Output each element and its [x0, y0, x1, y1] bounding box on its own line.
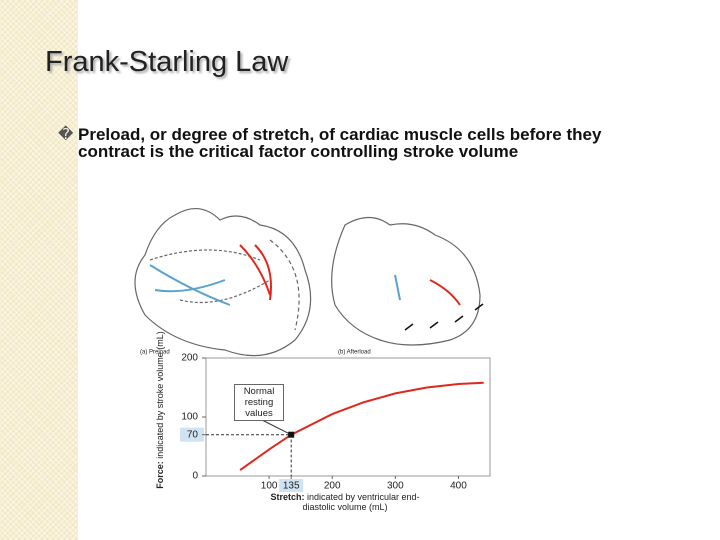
- x-tick-label: 200: [324, 481, 341, 492]
- annotation: Normal resting values: [234, 384, 284, 421]
- guide-line: [206, 434, 292, 476]
- bullet-marker: �: [58, 126, 74, 143]
- tick-highlight: [279, 479, 304, 492]
- annotation-leader: [261, 419, 292, 436]
- y-tick-label: 100: [181, 412, 198, 423]
- panel-label: (b) Afterload: [338, 350, 371, 356]
- y-label-text: indicated by stroke volume (mL): [155, 331, 165, 459]
- y-tick-label: 70: [187, 429, 199, 440]
- x-tick-label: 135: [283, 481, 300, 492]
- y-axis-label: Force: indicated by stroke volume (mL): [155, 330, 165, 490]
- decor-strip: [0, 0, 78, 540]
- x-tick-label: 300: [387, 481, 404, 492]
- bullet-text: Preload, or degree of stretch, of cardia…: [78, 125, 602, 161]
- marker: [288, 431, 295, 438]
- y-tick-label: 200: [181, 353, 198, 364]
- slide-title: Frank-Starling Law: [45, 46, 289, 78]
- x-label-bold: Stretch:: [270, 492, 305, 502]
- x-axis-label: Stretch: indicated by ventricular end-di…: [260, 492, 430, 512]
- x-tick-label: 100: [261, 481, 278, 492]
- y-label-bold: Force:: [155, 461, 165, 489]
- x-tick-label: 400: [450, 481, 467, 492]
- curve: [239, 381, 484, 471]
- panel-label: (a) Preload: [140, 350, 170, 356]
- tick-highlight: [180, 427, 204, 442]
- y-tick-label: 0: [192, 471, 198, 482]
- heart-illustration: [134, 208, 484, 357]
- x-label-text: indicated by ventricular end-diastolic v…: [302, 492, 420, 512]
